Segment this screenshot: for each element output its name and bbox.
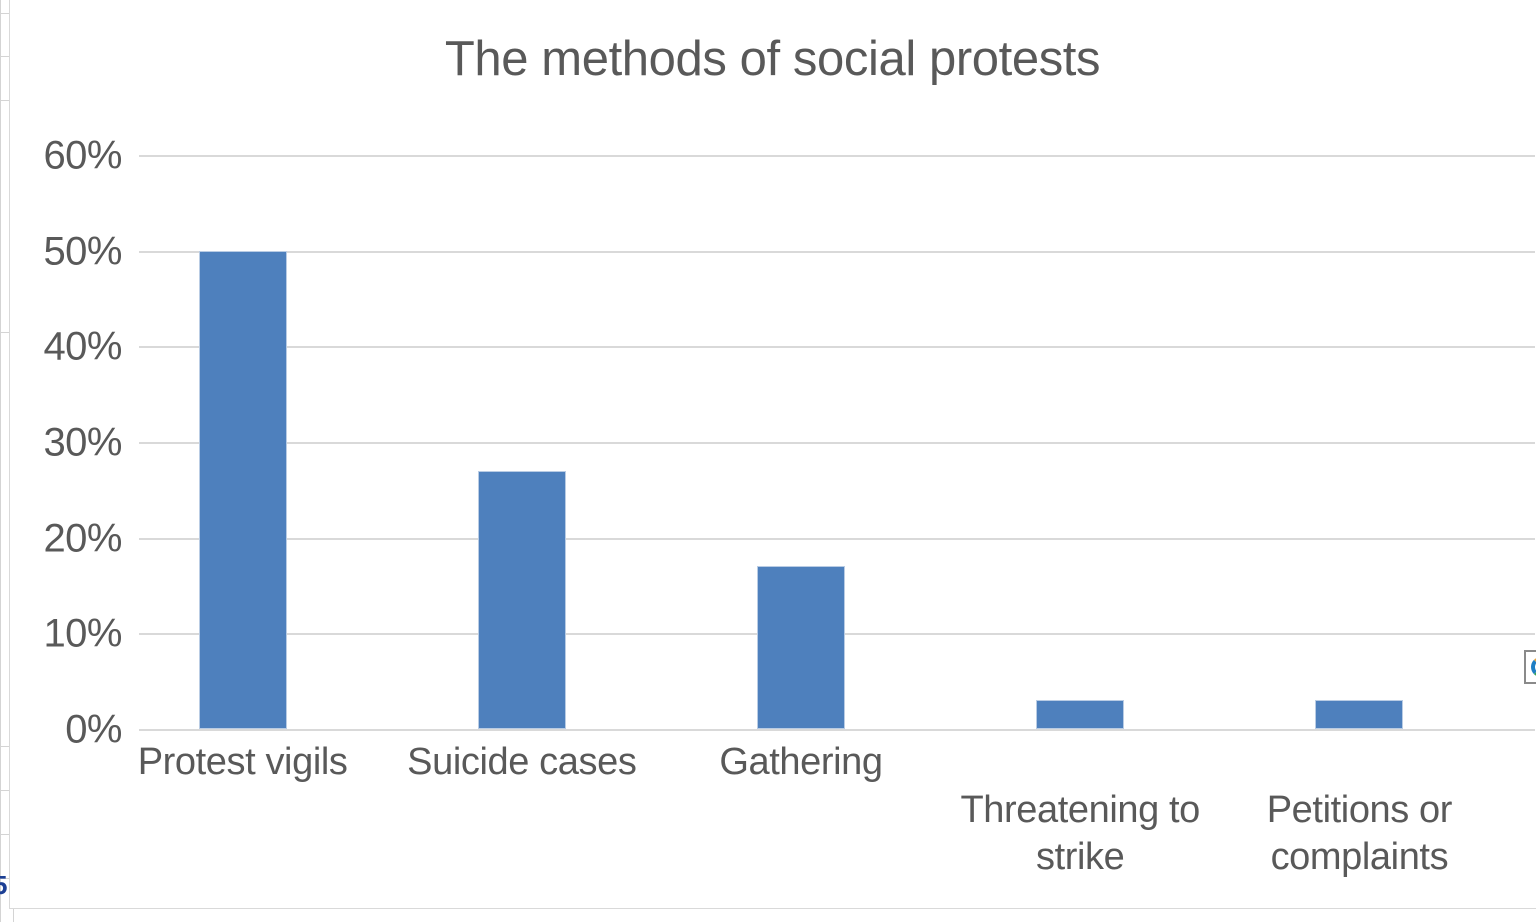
sheet-cell-value[interactable]: 5 [0,870,8,901]
x-axis-tick-label: Protest vigils [137,741,348,783]
y-axis-tick-label: 30% [43,420,122,465]
sheet-row-line [0,790,14,791]
sheet-column-line [0,0,1,922]
plot-area: 0% 10% 20% 30% 40% 50% 60% [43,134,1535,752]
y-axis-tick-label: 10% [43,611,122,656]
bar[interactable] [477,470,566,729]
x-axis-tick-label: Gathering [719,741,883,783]
gridline: 40% [43,325,1535,369]
y-axis-tick-label: 0% [65,707,122,752]
sheet-row-line [0,834,14,835]
sheet-row-line [0,878,14,879]
y-axis-tick-label: 20% [43,516,122,561]
bar[interactable] [1036,700,1125,729]
gridline: 0% [65,708,1535,752]
bar[interactable] [757,566,845,729]
x-axis-tick-label: Petitions or complaints [1266,789,1453,878]
chart-styles-button[interactable] [1524,650,1536,684]
sheet-row-line [0,100,14,101]
gridline: 30% [43,421,1535,465]
y-axis-tick-label: 60% [43,133,122,178]
x-axis-labels: Protest vigils Suicide cases Gathering Thre… [138,739,1535,899]
bar[interactable] [198,250,287,729]
chart-object[interactable]: The methods of social protests 0% 10% 20% 3… [9,0,1536,909]
gridline: 60% [43,134,1535,178]
bar[interactable] [1315,700,1404,729]
gridline: 20% [43,516,1535,560]
bar-series [139,155,1535,729]
sheet-row-line [0,56,14,57]
x-axis-tick-label: Threatening to strike [960,789,1200,878]
sheet-row-line [0,332,14,333]
sheet-row-line [0,13,14,14]
gridline: 50% [43,229,1535,273]
x-axis-tick-label: Suicide cases [407,741,637,783]
y-axis-tick-label: 40% [43,324,122,369]
chart-styles-icon [1531,657,1536,677]
chart-title: The methods of social protests [444,32,1101,86]
y-axis-tick-label: 50% [43,229,122,274]
sheet-row-line [0,746,14,747]
